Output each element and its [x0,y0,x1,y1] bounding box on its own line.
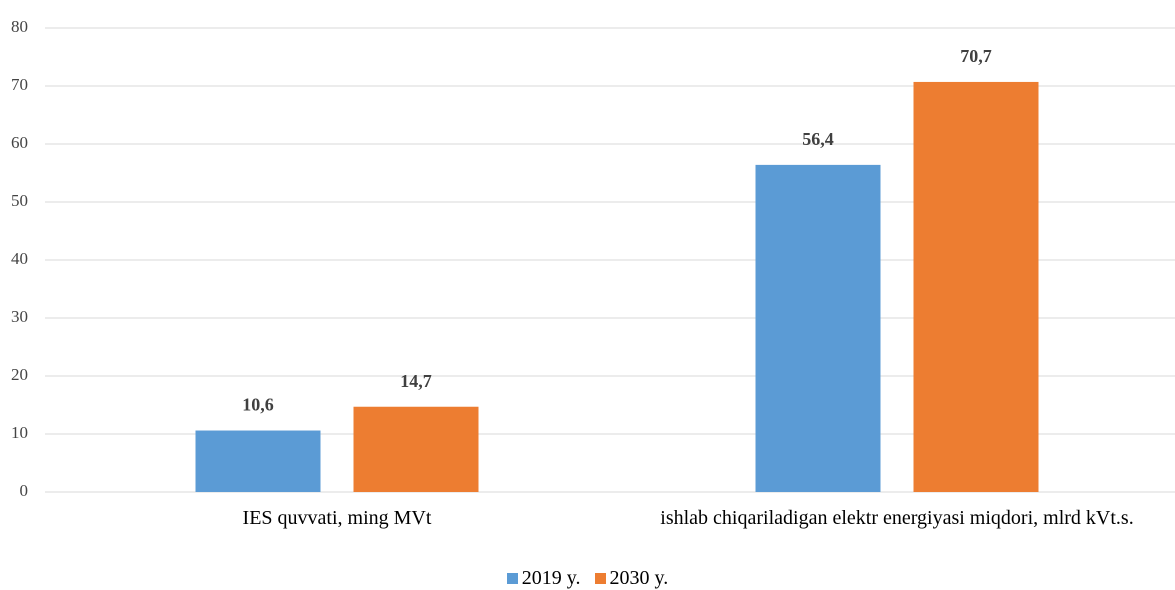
y-tick-label: 20 [11,365,28,384]
data-label: 14,7 [400,371,432,391]
data-label: 56,4 [802,129,834,149]
y-tick-label: 80 [11,17,28,36]
y-tick-label: 0 [20,481,29,500]
y-tick-label: 40 [11,249,28,268]
legend-label: 2030 y. [609,567,669,589]
bar [913,81,1039,492]
legend-item: 2030 y. [594,567,669,590]
bar [755,164,881,492]
y-tick-label: 10 [11,423,28,442]
y-tick-label: 30 [11,307,28,326]
legend-label: 2019 y. [521,567,581,589]
bar [195,430,321,492]
y-tick-label: 70 [11,75,28,94]
legend-swatch [506,573,518,584]
x-tick-label: IES quvvati, ming MVt [242,507,432,529]
data-label: 10,6 [242,395,274,415]
y-tick-label: 50 [11,191,28,210]
y-tick-label: 60 [11,133,28,152]
x-tick-label: ishlab chiqariladigan elektr energiyasi … [660,507,1134,529]
bar [353,406,479,492]
legend: 2019 y. 2030 y. [0,567,1175,590]
legend-swatch [594,573,606,584]
legend-item: 2019 y. [506,567,581,590]
data-label: 70,7 [960,46,992,66]
